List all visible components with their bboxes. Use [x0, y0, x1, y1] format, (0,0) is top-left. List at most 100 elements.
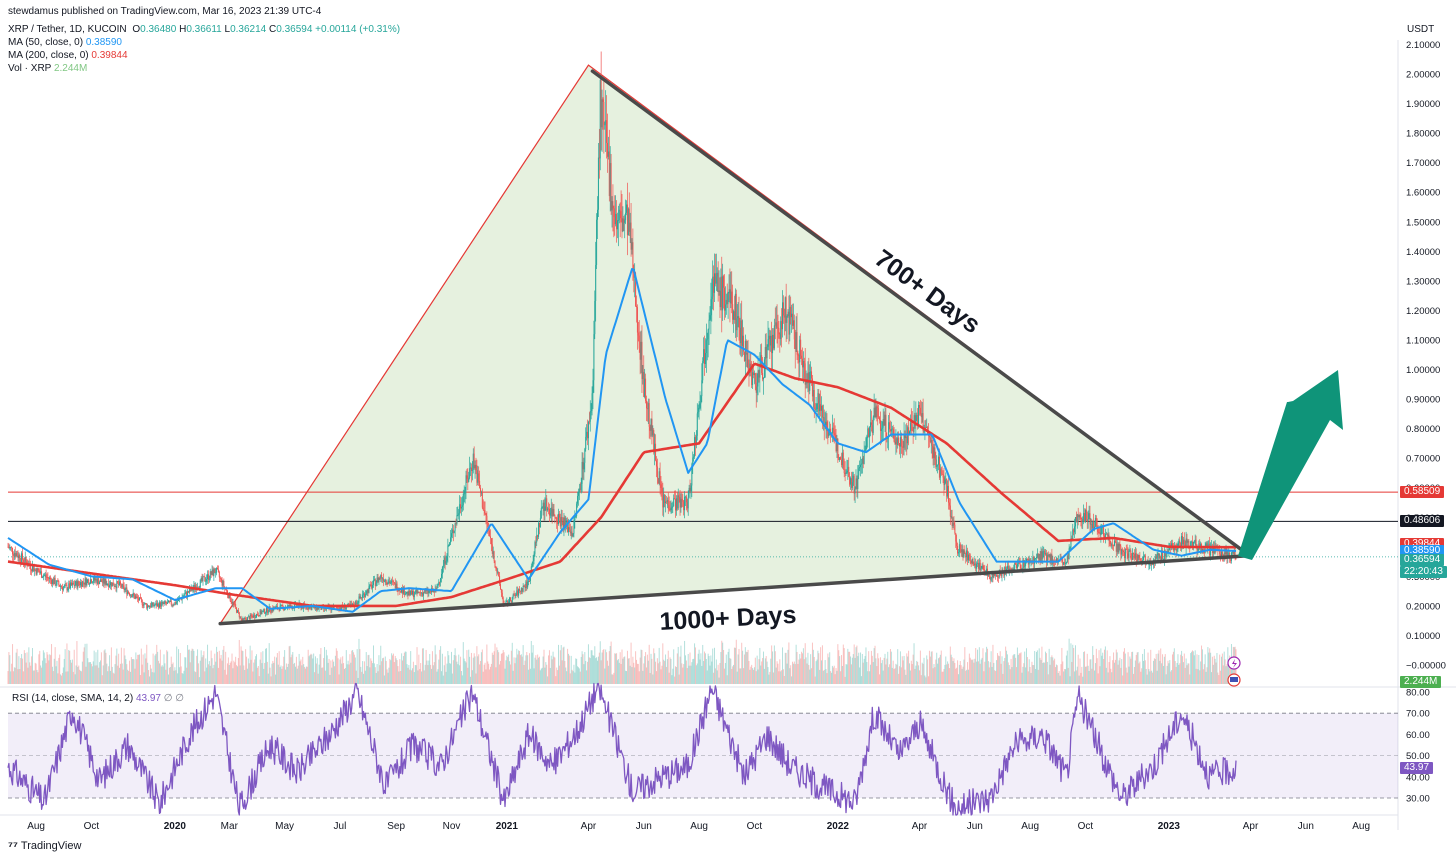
candle-body — [340, 607, 342, 609]
candle-body — [1168, 547, 1170, 552]
candle-body — [640, 341, 642, 360]
ma200-legend[interactable]: MA (200, close, 0) 0.39844 — [8, 49, 400, 62]
volume-bar — [331, 667, 333, 684]
candle-body — [900, 437, 902, 447]
volume-bar — [412, 661, 414, 684]
symbol-name[interactable]: XRP / Tether, 1D, KUCOIN — [8, 24, 127, 35]
candle-body — [441, 566, 443, 574]
candle-body — [250, 614, 252, 617]
volume-bar — [890, 651, 892, 684]
volume-bar — [641, 650, 643, 684]
volume-bar — [509, 664, 511, 684]
volume-bar — [909, 663, 911, 684]
candle-body — [600, 79, 602, 128]
volume-bar — [367, 655, 369, 684]
triangle-lower-trendline — [218, 553, 1252, 626]
candle-body — [958, 544, 960, 553]
candle-body — [479, 480, 481, 488]
volume-bar — [463, 658, 465, 684]
candle-body — [287, 605, 289, 607]
candle-body — [846, 470, 848, 473]
volume-bar — [695, 665, 697, 684]
volume-bar — [461, 675, 463, 684]
volume-bar — [458, 654, 460, 684]
volume-bar — [1007, 662, 1009, 684]
volume-bar — [315, 663, 317, 684]
volume-bar — [169, 667, 171, 684]
volume-bar — [1023, 663, 1025, 684]
volume-bar — [508, 654, 510, 684]
volume-bar — [684, 640, 686, 684]
volume-bar — [1089, 659, 1091, 684]
candle-body — [939, 468, 941, 478]
volume-bar — [938, 657, 940, 684]
candle-body — [368, 586, 370, 593]
candle-body — [589, 412, 591, 422]
candle-body — [891, 428, 893, 430]
candle-body — [814, 407, 816, 410]
volume-bar — [419, 669, 421, 684]
volume-bar — [758, 659, 760, 684]
candle-body — [759, 366, 761, 378]
volume-bar — [82, 651, 84, 684]
candle-body — [282, 605, 284, 607]
candle-body — [1120, 546, 1122, 555]
candle-body — [967, 554, 969, 561]
volume-bar — [988, 667, 990, 684]
ma50-value: 0.38590 — [85, 37, 122, 48]
candle-body — [158, 603, 160, 608]
volume-bar — [217, 667, 219, 684]
candle-body — [963, 550, 965, 557]
rsi-legend[interactable]: RSI (14, close, SMA, 14, 2) 43.97 ∅ ∅ — [12, 692, 184, 705]
candle-body — [189, 588, 191, 591]
volume-bar — [965, 670, 967, 684]
volume-bar — [1138, 663, 1140, 684]
candle-body — [701, 380, 703, 397]
candle-body — [734, 293, 736, 321]
volume-bar — [685, 660, 687, 684]
volume-bar — [931, 651, 933, 684]
tradingview-logo[interactable]: ⁷⁷ TradingView — [8, 839, 81, 853]
volume-bar — [247, 658, 249, 684]
candle-body — [908, 427, 910, 434]
volume-bar — [360, 666, 362, 684]
candle-body — [1100, 527, 1102, 535]
volume-bar — [739, 668, 741, 684]
candle-body — [1084, 513, 1086, 522]
volume-bar — [456, 661, 458, 684]
volume-bar — [34, 662, 36, 684]
volume-bar — [156, 644, 158, 684]
candle-body — [980, 568, 982, 571]
volume-bar — [141, 664, 143, 684]
candle-body — [1096, 526, 1098, 527]
ma50-legend[interactable]: MA (50, close, 0) 0.38590 — [8, 36, 400, 49]
candle-body — [119, 581, 121, 585]
volume-bar — [166, 650, 168, 684]
volume-bar — [468, 649, 470, 684]
candle-body — [41, 577, 43, 579]
volume-bar — [201, 657, 203, 684]
candle-body — [848, 466, 850, 477]
candle-body — [757, 370, 759, 387]
candle-body — [380, 574, 382, 579]
candle-body — [408, 590, 410, 596]
candle-body — [921, 413, 923, 418]
ma50-label: MA (50, close, 0) — [8, 37, 84, 48]
candle-body — [35, 569, 37, 575]
volume-bar — [299, 661, 301, 684]
volume-bar — [597, 660, 599, 684]
candle-body — [168, 600, 170, 602]
volume-bar — [516, 648, 518, 684]
candle-body — [506, 601, 508, 602]
volume-legend[interactable]: Vol · XRP 2.244M — [8, 62, 400, 75]
candle-body — [743, 335, 745, 352]
volume-bar — [249, 645, 251, 684]
candle-body — [76, 581, 78, 588]
candle-body — [1084, 509, 1086, 522]
candle-body — [619, 209, 621, 212]
volume-bar — [375, 672, 377, 684]
candle-body — [317, 607, 319, 610]
candle-body — [9, 547, 11, 549]
volume-bar — [136, 659, 138, 684]
